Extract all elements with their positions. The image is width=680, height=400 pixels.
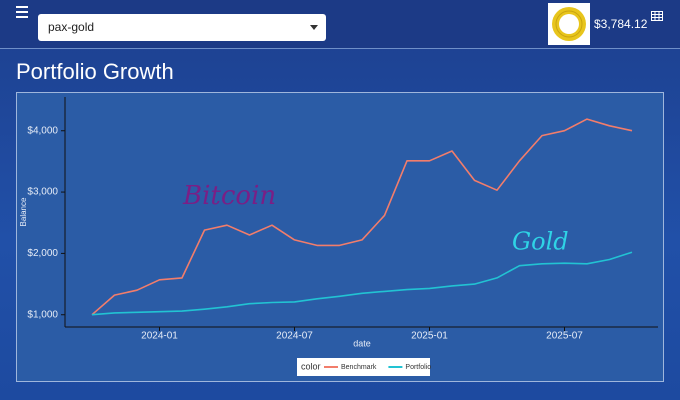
annotation: Gold [512, 228, 569, 256]
x-axis-label: date [353, 338, 371, 348]
y-axis-label: Balance [19, 197, 28, 226]
x-tick-label: 2024-07 [276, 331, 313, 342]
coin-logo [548, 3, 590, 45]
series-line [91, 251, 633, 316]
y-tick-label: $2,000 [27, 248, 58, 259]
table-icon[interactable] [651, 11, 663, 21]
y-tick-label: $3,000 [27, 187, 58, 198]
y-tick-label: $4,000 [27, 125, 58, 136]
top-bar: pax-gold $3,784.12 [0, 0, 680, 49]
legend-label: Portfolio [405, 364, 431, 371]
page-title: Portfolio Growth [16, 59, 174, 84]
price: $3,784.12 [594, 17, 648, 31]
chart-panel [16, 92, 664, 382]
coin-icon [552, 7, 586, 41]
annotation: Bitcoin [182, 181, 276, 211]
caret [310, 25, 318, 30]
select-value: pax-gold [48, 20, 95, 34]
legend-box [297, 358, 430, 376]
x-tick-label: 2025-01 [411, 331, 448, 342]
asset-select[interactable]: pax-gold [38, 14, 326, 41]
menu-button[interactable] [16, 6, 28, 18]
x-tick-label: 2024-01 [141, 331, 178, 342]
x-tick-label: 2025-07 [546, 331, 583, 342]
legend-title: color [301, 361, 321, 371]
legend-label: Benchmark [341, 364, 377, 371]
series-line [91, 118, 633, 316]
y-tick-label: $1,000 [27, 309, 58, 320]
